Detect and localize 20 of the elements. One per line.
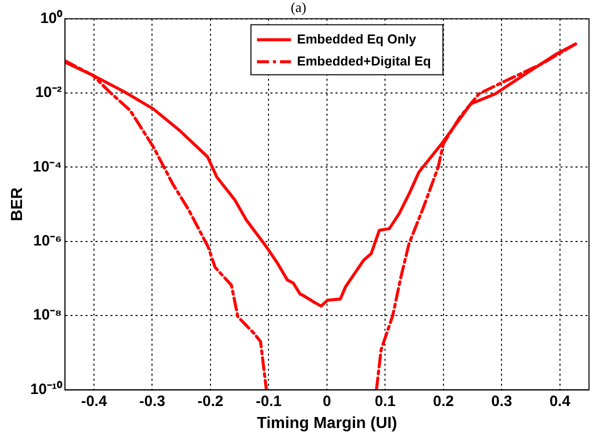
x-tick-label: -0.2 [198, 392, 224, 410]
x-tick-label: 0.4 [549, 392, 571, 410]
chart-title: (a) [290, 1, 307, 16]
y-tick-label: 10⁻² [35, 84, 62, 102]
x-tick-label: 0.3 [491, 392, 512, 410]
x-tick-label: -0.3 [139, 392, 166, 410]
x-tick-label: 0.2 [432, 392, 454, 410]
y-tick-label: 10⁻⁶ [33, 232, 62, 250]
x-tick-label: -0.1 [256, 392, 282, 410]
y-tick-label: 10⁻⁴ [32, 158, 62, 176]
x-tick-label: -0.4 [81, 392, 108, 410]
x-tick-label: 0 [322, 392, 332, 410]
y-axis-title: BER [9, 186, 26, 222]
legend-label: Embedded+Digital Eq [296, 53, 431, 68]
legend-label: Embedded Eq Only [296, 31, 417, 46]
y-tick-label: 10⁻⁸ [33, 306, 62, 324]
y-tick-label: 10⁻¹⁰ [30, 380, 63, 398]
x-axis-title: Timing Margin (UI) [256, 414, 398, 432]
y-tick-label: 10⁰ [40, 8, 63, 27]
x-tick-label: 0.1 [374, 392, 396, 410]
